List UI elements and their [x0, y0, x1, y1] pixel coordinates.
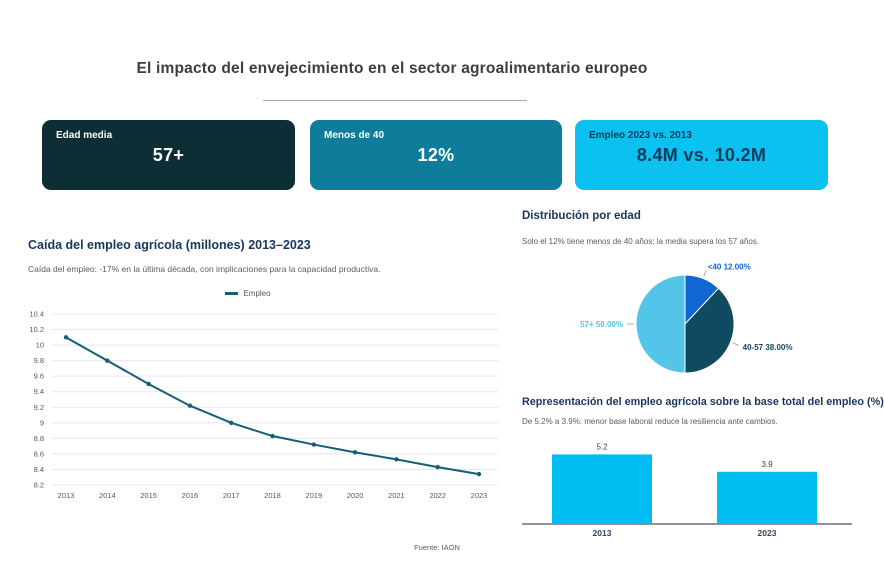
data-point — [394, 457, 399, 462]
bar-value-label: 3.9 — [761, 460, 773, 469]
pie-leader-line — [732, 342, 740, 346]
data-point — [105, 358, 110, 363]
pie-label: 40-57 38.00% — [743, 343, 793, 352]
x-tick-label: 2021 — [388, 491, 405, 500]
kpi-value: 8.4M vs. 10.2M — [636, 145, 767, 165]
line-chart-title: Caída del empleo agrícola (millones) 201… — [28, 238, 311, 252]
y-tick-label: 9.8 — [34, 356, 44, 365]
pie-label: 57+ 50.00% — [580, 320, 623, 329]
x-tick-label: 2019 — [305, 491, 322, 500]
data-point — [146, 381, 151, 387]
data-point — [352, 450, 358, 455]
y-tick-label: 8.6 — [34, 449, 44, 458]
legend-label: Empleo — [243, 289, 271, 298]
x-tick-label: 2023 — [471, 491, 488, 500]
data-point — [63, 335, 69, 340]
bar-value-label: 5.2 — [596, 442, 608, 451]
pie-slice — [635, 274, 686, 374]
x-tick-label: 2018 — [264, 491, 281, 500]
kpi-value: 12% — [417, 145, 455, 165]
x-tick-label: 2017 — [223, 491, 240, 500]
kpi-value: 57+ — [152, 145, 185, 165]
line-chart-legend: Empleo — [28, 289, 468, 298]
y-tick-label: 8.8 — [34, 434, 44, 443]
y-tick-label: 9 — [40, 418, 44, 427]
x-tick-label: 2013 — [58, 491, 75, 500]
x-tick-label: 2022 — [429, 491, 446, 500]
data-point — [435, 464, 440, 470]
page-title: El impacto del envejecimiento en el sect… — [136, 60, 648, 77]
source-note: Fuente: IAON — [414, 543, 460, 552]
title-divider — [263, 100, 527, 101]
y-tick-label: 10 — [36, 341, 44, 350]
data-point — [476, 471, 482, 477]
pie-label: <40 12.00% — [708, 262, 751, 271]
kpi-label: Edad media — [56, 130, 113, 141]
kpi-label: Empleo 2023 vs. 2013 — [589, 130, 692, 141]
data-point — [229, 420, 234, 426]
y-tick-label: 8.4 — [34, 465, 44, 474]
employment-share-bar-chart: 5.2 2013 3.9 2023 — [522, 442, 852, 538]
kpi-card-empleo-comparativa: Empleo 2023 vs. 2013 8.4M vs. 10.2M — [575, 120, 828, 190]
data-point — [270, 433, 275, 439]
y-tick-label: 9.6 — [34, 372, 44, 381]
y-tick-label: 9.2 — [34, 403, 44, 412]
y-tick-label: 9.4 — [34, 387, 44, 396]
y-tick-label: 10.4 — [29, 310, 44, 319]
bar — [717, 471, 817, 524]
x-tick-label: 2020 — [347, 491, 364, 500]
y-tick-label: 10.2 — [29, 325, 44, 334]
pie-leader-line — [703, 269, 707, 277]
legend-line-swatch — [225, 292, 239, 295]
x-tick-label: 2014 — [99, 491, 116, 500]
data-point — [187, 403, 193, 408]
bar-category-label: 2023 — [758, 528, 777, 538]
bar — [552, 454, 652, 524]
bar-category-label: 2013 — [593, 528, 612, 538]
x-tick-label: 2016 — [182, 491, 199, 500]
data-point — [311, 442, 316, 447]
y-tick-label: 8.2 — [34, 481, 44, 490]
bar-chart-title: Representación del empleo agrícola sobre… — [522, 396, 884, 408]
pie-chart-subtitle: Solo el 12% tiene menos de 40 años; la m… — [522, 237, 760, 246]
pie-chart-title: Distribución por edad — [522, 210, 641, 222]
line-chart-subtitle: Caída del empleo: -17% en la última déca… — [28, 264, 381, 274]
pie-slice — [684, 287, 735, 374]
kpi-card-edad-media: Edad media 57+ — [42, 120, 295, 190]
bar-chart-subtitle: De 5.2% a 3.9%: menor base laboral reduc… — [522, 417, 778, 426]
kpi-card-menos-de-40: Menos de 40 12% — [310, 120, 562, 190]
x-tick-label: 2015 — [140, 491, 157, 500]
kpi-label: Menos de 40 — [324, 130, 385, 141]
employment-line-chart: 10.4 10.2 10 9.8 9.6 9.4 9.2 9 8.8 8.6 8.4 8.2 2013 2… — [29, 310, 498, 500]
age-distribution-pie-chart: <40 12.00% 40-57 38.00% 57+ 50.00% — [580, 262, 793, 374]
